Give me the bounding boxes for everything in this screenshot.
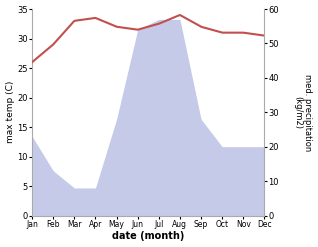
X-axis label: date (month): date (month) [112,231,184,242]
Y-axis label: med. precipitation
(kg/m2): med. precipitation (kg/m2) [293,74,313,151]
Y-axis label: max temp (C): max temp (C) [5,81,15,144]
